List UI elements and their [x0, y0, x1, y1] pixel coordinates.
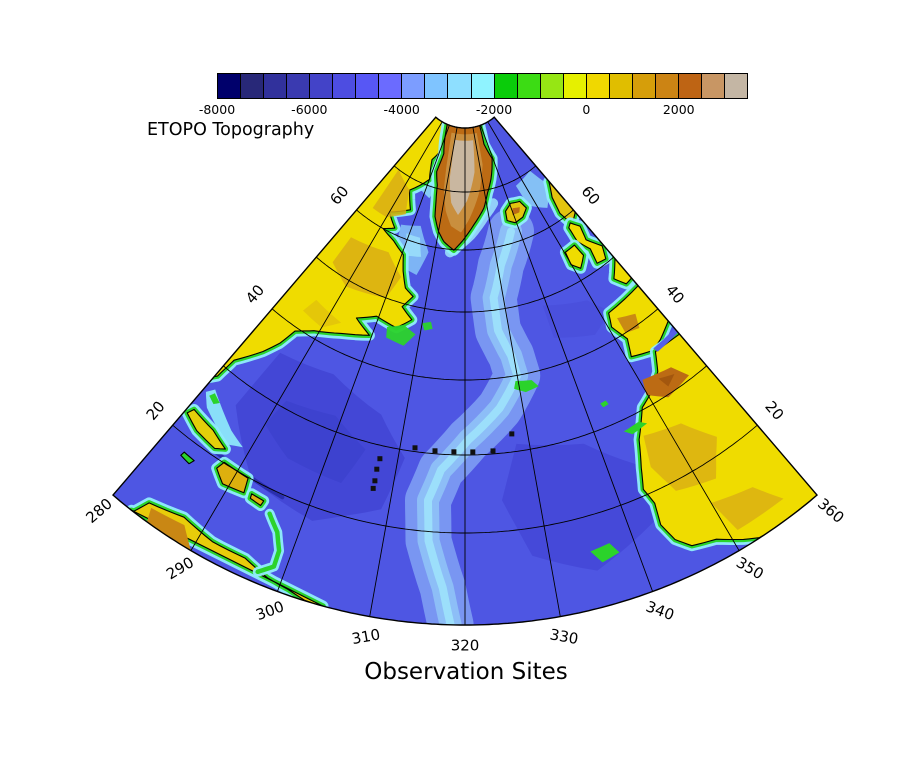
colorbar — [217, 73, 748, 99]
grid-meridian-300 — [276, 125, 450, 592]
colorbar-segment — [678, 74, 702, 98]
sahara-gold-south — [711, 487, 784, 530]
lon-label-340: 340 — [644, 597, 677, 624]
lon-label-320: 320 — [451, 637, 480, 655]
west-atlantic-deeper — [265, 400, 366, 483]
observation-site-marker — [432, 448, 438, 454]
colorbar-segment — [655, 74, 679, 98]
colorbar-tick-label: 0 — [582, 102, 591, 117]
colorbar-segment — [218, 74, 242, 98]
colorbar-title: ETOPO Topography — [147, 120, 315, 140]
lat-label-left-20: 20 — [143, 397, 169, 423]
colorbar-segment — [356, 74, 380, 98]
jamaica — [180, 451, 195, 465]
lat-label-right-40: 40 — [662, 281, 688, 307]
grid-meridian-310 — [369, 127, 458, 617]
colorbar-segment — [517, 74, 541, 98]
grid-meridian-340 — [480, 125, 654, 592]
colorbar-segment — [632, 74, 656, 98]
grid-meridian-290 — [190, 121, 443, 551]
bahamas-green — [209, 393, 220, 405]
colorbar-tick-label: -2000 — [475, 102, 513, 117]
colorbar-segment — [333, 74, 357, 98]
colorbar-segment — [448, 74, 472, 98]
puerto-rico — [249, 493, 265, 507]
madeira-green — [600, 400, 609, 408]
africa — [638, 330, 817, 547]
appalachia-gold — [303, 299, 342, 328]
colorbar-segment — [586, 74, 610, 98]
observation-site-marker — [470, 449, 476, 455]
grid-meridian-350 — [487, 121, 740, 551]
lat-label-left-60: 60 — [326, 182, 352, 208]
graticule-layer — [172, 121, 758, 625]
lat-label-left-40: 40 — [242, 281, 268, 307]
colorbar-segment — [425, 74, 449, 98]
observation-site-marker — [451, 449, 457, 455]
colorbar-segment — [609, 74, 633, 98]
cape-verde-green — [590, 543, 620, 563]
colorbar-tick-label: -4000 — [383, 102, 420, 117]
mid-atlantic-ridge-crest — [424, 227, 522, 625]
colorbar-tick-label: -6000 — [291, 102, 328, 117]
grid-meridian-330 — [472, 127, 561, 617]
flemish-cap-green — [422, 321, 433, 331]
east-atlantic-deep — [502, 443, 654, 571]
lon-label-330: 330 — [548, 625, 579, 648]
colorbar-segment — [563, 74, 587, 98]
observation-site-marker — [372, 478, 378, 484]
gibraltar-strait — [653, 326, 681, 352]
observation-sites-layer — [370, 431, 515, 491]
cuba — [186, 408, 226, 450]
colorbar-segment — [310, 74, 334, 98]
iceland-highland — [512, 207, 520, 216]
azores-green — [514, 380, 539, 393]
lon-label-360: 360 — [814, 495, 847, 527]
observation-site-marker — [412, 445, 418, 451]
map-border — [112, 116, 818, 626]
ireland — [564, 244, 585, 269]
labrador-sea-cyan — [404, 233, 422, 257]
colorbar-tick-label: 2000 — [662, 102, 695, 117]
atlas-dark — [658, 374, 675, 387]
lat-label-right-20: 20 — [761, 397, 787, 423]
colorbar-segment — [471, 74, 495, 98]
colorbar-segment — [264, 74, 288, 98]
colorbar-segment — [701, 74, 726, 98]
canary-green — [623, 421, 648, 435]
features-layer — [126, 117, 817, 625]
greenland-ice-core — [449, 139, 475, 215]
colorbar-segment — [494, 74, 518, 98]
colorbar-segment — [402, 74, 426, 98]
observation-site-marker — [377, 456, 383, 462]
lon-label-280: 280 — [82, 495, 115, 527]
lon-label-310: 310 — [350, 625, 381, 648]
lon-label-300: 300 — [253, 597, 286, 624]
colorbar-segment — [241, 74, 265, 98]
grand-banks-green — [386, 324, 416, 346]
observation-site-marker — [374, 466, 380, 472]
labrador-gold — [372, 169, 410, 218]
colorbar-segment — [379, 74, 403, 98]
lesser-antilles — [255, 511, 282, 575]
colorbar-segment — [725, 74, 748, 98]
iberia-brown — [617, 313, 640, 333]
observation-site-marker — [370, 485, 376, 491]
colorbar-segment — [540, 74, 564, 98]
lon-label-290: 290 — [163, 553, 197, 583]
quebec-gold — [332, 237, 402, 298]
colorbar-tick-label: -8000 — [198, 102, 236, 117]
andes-brown — [146, 507, 191, 551]
colorbar-segment — [287, 74, 311, 98]
sahara-gold — [643, 423, 717, 491]
lat-label-right-60: 60 — [578, 182, 604, 208]
lon-label-350: 350 — [733, 553, 767, 583]
bahamas-banks — [205, 389, 243, 448]
observation-site-marker — [490, 448, 496, 454]
biscay-deep — [542, 300, 610, 338]
observation-site-marker — [509, 431, 515, 437]
map-title: Observation Sites — [364, 659, 568, 685]
